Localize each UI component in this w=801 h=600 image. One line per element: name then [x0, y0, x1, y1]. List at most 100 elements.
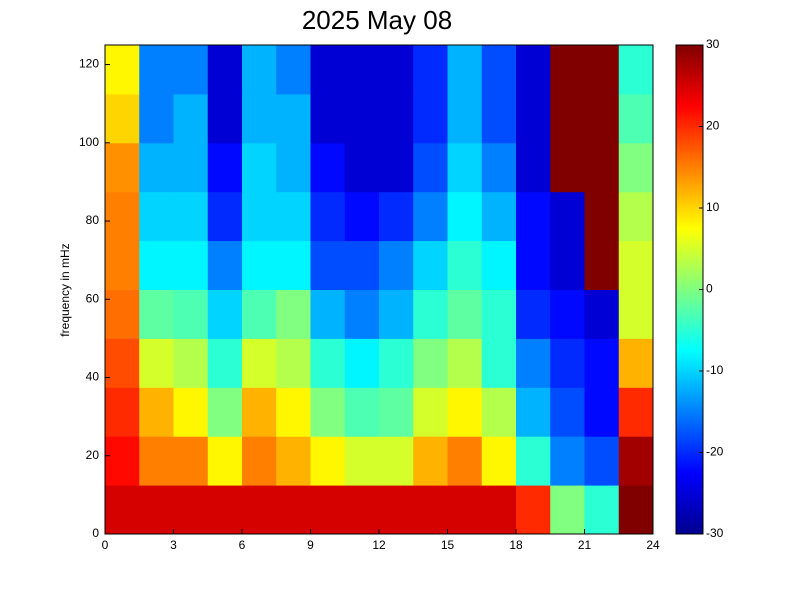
- heatmap-cell: [447, 485, 483, 535]
- heatmap-cell: [139, 45, 174, 95]
- heatmap-cell: [105, 338, 140, 388]
- heatmap-cell: [105, 485, 140, 535]
- x-tick-label: 15: [441, 538, 455, 552]
- heatmap-cell: [447, 93, 483, 144]
- y-tick-label: 60: [86, 291, 100, 305]
- heatmap-cell: [413, 191, 448, 242]
- heatmap-cell: [584, 485, 620, 535]
- heatmap-cell: [207, 93, 243, 144]
- heatmap-cell: [344, 485, 380, 535]
- heatmap-cell: [310, 191, 346, 242]
- heatmap-cell: [344, 436, 380, 486]
- heatmap-cell: [413, 436, 448, 486]
- heatmap-cell: [413, 93, 448, 144]
- heatmap-cell: [481, 338, 517, 388]
- heatmap-cell: [550, 191, 585, 242]
- heatmap-cell: [173, 436, 209, 486]
- heatmap-cell: [139, 289, 174, 339]
- heatmap-cell: [584, 436, 620, 486]
- heatmap-cell: [447, 142, 483, 193]
- heatmap-cell: [242, 387, 277, 437]
- heatmap-cell: [207, 387, 243, 437]
- heatmap-cell: [173, 289, 209, 339]
- heatmap-cell: [139, 142, 174, 193]
- x-tick-label: 0: [102, 538, 109, 552]
- heatmap-cell: [516, 436, 551, 486]
- heatmap-cell: [344, 142, 380, 193]
- x-tick-label: 21: [578, 538, 592, 552]
- heatmap-cell: [310, 240, 346, 290]
- colorbar-tick-label: -10: [706, 363, 724, 377]
- heatmap-cell: [310, 485, 346, 535]
- heatmap-cell: [173, 191, 209, 242]
- heatmap-cell: [379, 45, 414, 95]
- heatmap-cell: [207, 436, 243, 486]
- heatmap-cell: [481, 436, 517, 486]
- x-tick-label: 24: [646, 538, 660, 552]
- heatmap-cell: [550, 387, 585, 437]
- heatmap-cell: [481, 93, 517, 144]
- heatmap-cell: [550, 45, 585, 95]
- heatmap-cell: [242, 191, 277, 242]
- heatmap-cell: [618, 240, 654, 290]
- heatmap-cell: [550, 240, 585, 290]
- heatmap-cell: [344, 191, 380, 242]
- x-tick-label: 6: [239, 538, 246, 552]
- heatmap-cell: [242, 436, 277, 486]
- heatmap-cell: [276, 436, 311, 486]
- heatmap-cell: [550, 485, 585, 535]
- heatmap-cell: [173, 45, 209, 95]
- heatmap-cell: [550, 142, 585, 193]
- heatmap-cell: [379, 240, 414, 290]
- heatmap-cell: [550, 338, 585, 388]
- y-tick-label: 80: [86, 213, 100, 227]
- heatmap-cell: [310, 93, 346, 144]
- heatmap-cell: [242, 289, 277, 339]
- heatmap-cell: [344, 289, 380, 339]
- heatmap-cell: [344, 338, 380, 388]
- heatmap-cell: [105, 436, 140, 486]
- heatmap-cell: [310, 142, 346, 193]
- heatmap-cell: [584, 45, 620, 95]
- colorbar-tick-label: 20: [706, 119, 720, 133]
- chart-title: 2025 May 08: [302, 5, 452, 35]
- heatmap-cell: [379, 436, 414, 486]
- heatmap-cell: [447, 387, 483, 437]
- heatmap-cell: [447, 436, 483, 486]
- heatmap-cell: [207, 240, 243, 290]
- heatmap-cell: [242, 240, 277, 290]
- heatmap-cell: [481, 45, 517, 95]
- heatmap-cell: [173, 338, 209, 388]
- heatmap-cell: [276, 485, 311, 535]
- heatmap-cell: [516, 485, 551, 535]
- heatmap-cell: [276, 240, 311, 290]
- x-tick-label: 12: [372, 538, 386, 552]
- heatmap-cell: [139, 436, 174, 486]
- heatmap-cell: [584, 191, 620, 242]
- heatmap-cell: [207, 338, 243, 388]
- heatmap-cell: [310, 289, 346, 339]
- heatmap-cell: [276, 142, 311, 193]
- heatmap-cell: [105, 191, 140, 242]
- heatmap-cell: [207, 191, 243, 242]
- heatmap-cell: [481, 485, 517, 535]
- heatmap-cell: [584, 93, 620, 144]
- heatmap-cell: [516, 93, 551, 144]
- y-tick-label: 0: [92, 526, 99, 540]
- heatmap-cell: [310, 387, 346, 437]
- heatmap-cell: [447, 289, 483, 339]
- y-tick-label: 20: [86, 448, 100, 462]
- heatmap-cell: [413, 387, 448, 437]
- heatmap: [105, 45, 654, 535]
- heatmap-cell: [276, 289, 311, 339]
- heatmap-cell: [242, 485, 277, 535]
- y-tick-label: 100: [79, 135, 99, 149]
- heatmap-cell: [379, 289, 414, 339]
- heatmap-cell: [173, 387, 209, 437]
- heatmap-cell: [242, 93, 277, 144]
- heatmap-cell: [139, 240, 174, 290]
- heatmap-cell: [105, 93, 140, 144]
- heatmap-cell: [516, 289, 551, 339]
- heatmap-cell: [584, 142, 620, 193]
- heatmap-cell: [276, 387, 311, 437]
